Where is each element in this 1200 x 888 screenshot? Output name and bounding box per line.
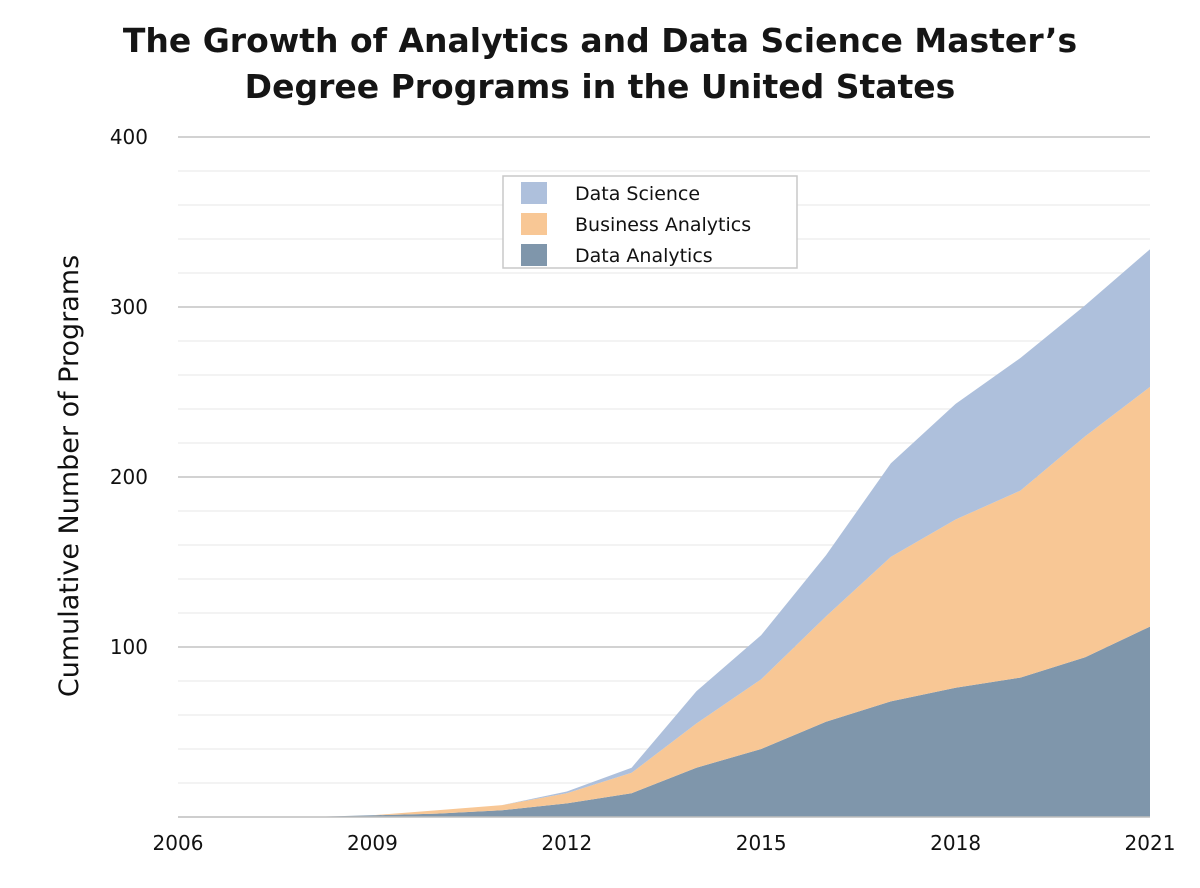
x-tick-label: 2009 [347, 831, 398, 855]
chart-title-line-2: Degree Programs in the United States [244, 67, 956, 106]
legend-swatch-data-analytics [521, 244, 547, 266]
x-tick-label: 2015 [736, 831, 787, 855]
x-tick-label: 2021 [1125, 831, 1176, 855]
legend-items: Data Science Business Analytics Data Analy… [521, 182, 751, 267]
legend-label-business-analytics: Business Analytics [575, 214, 751, 236]
chart-title-line-1: The Growth of Analytics and Data Science… [122, 21, 1078, 60]
legend-box [502, 175, 798, 269]
x-tick-label: 2018 [930, 831, 981, 855]
y-tick-label: 400 [110, 125, 148, 149]
y-tick-label: 200 [110, 465, 148, 489]
x-tick-label: 2012 [541, 831, 592, 855]
y-tick-label: 300 [110, 295, 148, 319]
legend-label-data-science: Data Science [575, 183, 700, 205]
area-layer [178, 249, 1150, 817]
x-tick-label: 2006 [153, 831, 204, 855]
legend-label-data-analytics: Data Analytics [575, 245, 713, 267]
axis-layer: 100 200 300 400 2006 2009 2012 2015 2018 2021 [110, 125, 1176, 855]
y-tick-label: 100 [110, 635, 148, 659]
area-data-analytics [178, 626, 1150, 817]
area-business-analytics [178, 386, 1150, 817]
legend-swatch-data-science [521, 182, 547, 204]
y-axis-title: Cumulative Number of Programs [54, 255, 85, 697]
legend: Data Science Business Analytics Data Analy… [502, 175, 798, 269]
chart-title: The Growth of Analytics and Data Science… [0, 18, 1200, 110]
legend-swatch-business-analytics [521, 213, 547, 235]
